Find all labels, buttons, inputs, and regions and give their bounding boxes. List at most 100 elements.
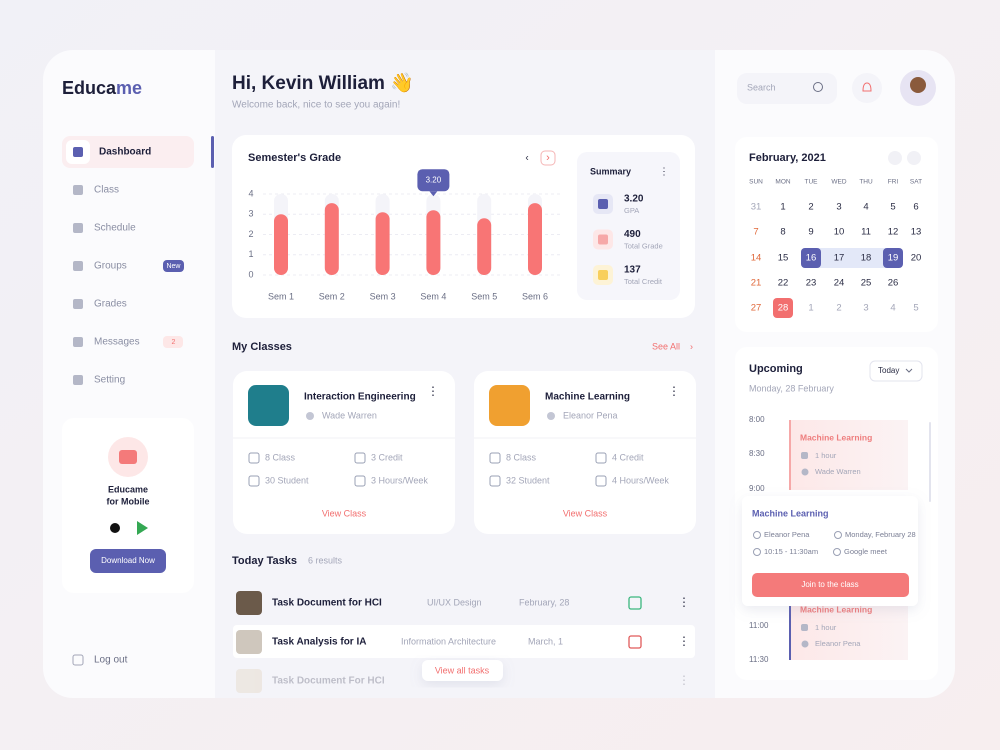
date[interactable]: 5 — [913, 303, 918, 314]
task-thumb — [236, 669, 262, 693]
info-icon — [354, 475, 366, 487]
search-box[interactable] — [737, 73, 837, 104]
date[interactable]: 22 — [778, 278, 789, 289]
dropdown-caret[interactable] — [905, 368, 913, 373]
bell-icon[interactable] — [862, 82, 872, 92]
nav-icon[interactable] — [73, 261, 83, 271]
download-button-label[interactable]: Download Now — [101, 556, 155, 565]
search-placeholder[interactable]: Search — [747, 82, 776, 92]
date[interactable]: 8 — [780, 227, 785, 238]
nav-label[interactable]: Grades — [94, 299, 127, 310]
nav-icon[interactable] — [73, 299, 83, 309]
prev-button[interactable]: ‹ — [525, 153, 528, 164]
search-icon[interactable] — [813, 82, 823, 92]
view-class[interactable]: View Class — [563, 508, 608, 518]
date[interactable]: 17 — [834, 253, 845, 264]
download-button[interactable] — [90, 549, 166, 573]
avatar-face — [910, 77, 926, 93]
date[interactable]: 2 — [808, 202, 813, 213]
next-arrow[interactable]: › — [546, 152, 550, 164]
tooltip-label: 3.20 — [426, 175, 442, 184]
date[interactable]: 4 — [890, 303, 895, 314]
date[interactable]: 31 — [751, 202, 762, 213]
next-button[interactable] — [540, 150, 556, 166]
class-teacher: Eleanor Pena — [563, 410, 618, 420]
class-menu[interactable]: ⋮ — [668, 384, 680, 398]
nav-label[interactable]: Class — [94, 185, 119, 196]
summary-icon — [598, 270, 608, 280]
date[interactable]: 24 — [834, 278, 845, 289]
nav-icon[interactable] — [73, 223, 83, 233]
event-duration: 1 hour — [815, 623, 837, 632]
filter-label[interactable]: Today — [878, 366, 899, 375]
nav-label[interactable]: Setting — [94, 375, 125, 386]
see-all-arrow[interactable]: › — [690, 341, 693, 351]
date[interactable]: 12 — [888, 227, 899, 238]
nav-label[interactable]: Groups — [94, 261, 127, 272]
date[interactable]: 11 — [861, 227, 871, 238]
date[interactable]: 21 — [751, 278, 762, 289]
weekday: SUN — [749, 179, 763, 186]
bell-button[interactable] — [852, 73, 882, 103]
date[interactable]: 7 — [753, 227, 758, 238]
task-menu[interactable]: ⋮ — [678, 634, 690, 648]
date[interactable]: 23 — [806, 278, 817, 289]
date[interactable]: 6 — [913, 202, 918, 213]
class-menu[interactable]: ⋮ — [427, 384, 439, 398]
date[interactable]: 18 — [861, 253, 872, 264]
class-info: 30 Student — [265, 475, 309, 485]
view-class[interactable]: View Class — [322, 508, 367, 518]
filter-dropdown[interactable] — [869, 360, 923, 382]
task-row: Task Document for HCI UI/UX Design Februar… — [236, 591, 690, 615]
date[interactable]: 3 — [863, 303, 868, 314]
date[interactable]: 26 — [888, 278, 899, 289]
logout-icon[interactable] — [72, 654, 84, 666]
time-label: 8:30 — [749, 449, 765, 458]
popup-date: Monday, February 28 — [845, 530, 916, 539]
date[interactable]: 14 — [751, 253, 762, 264]
join-label[interactable]: Join to the class — [801, 580, 858, 589]
nav-icon[interactable] — [73, 185, 83, 195]
info-icon — [595, 452, 607, 464]
date[interactable]: 3 — [836, 202, 841, 213]
nav-label[interactable]: Schedule — [94, 223, 136, 234]
cal-prev[interactable] — [888, 151, 902, 165]
bar — [274, 214, 288, 275]
task-menu[interactable]: ⋮ — [678, 673, 690, 687]
see-all[interactable]: See All — [652, 341, 680, 351]
date[interactable]: 2 — [836, 303, 841, 314]
menu-dots[interactable]: ⋮ — [659, 167, 669, 178]
date[interactable]: 10 — [834, 227, 845, 238]
task-name: Task Analysis for IA — [272, 637, 366, 648]
date[interactable]: 13 — [911, 227, 922, 238]
date[interactable]: 27 — [751, 303, 762, 314]
nav-label[interactable]: Dashboard — [99, 147, 151, 158]
view-all-button[interactable] — [422, 660, 503, 681]
date[interactable]: 1 — [780, 202, 785, 213]
nav-icon[interactable] — [73, 375, 83, 385]
upcoming-title: Upcoming — [749, 363, 803, 375]
task-menu[interactable]: ⋮ — [678, 595, 690, 609]
date[interactable]: 19 — [888, 253, 899, 264]
info-icon — [489, 475, 501, 487]
popup-person: Eleanor Pena — [764, 530, 810, 539]
cal-next[interactable] — [907, 151, 921, 165]
date[interactable]: 4 — [863, 202, 868, 213]
date[interactable]: 16 — [806, 253, 817, 264]
date[interactable]: 28 — [778, 303, 789, 314]
promo-title: Educame — [108, 484, 148, 494]
nav-icon[interactable] — [73, 337, 83, 347]
date[interactable]: 20 — [911, 253, 922, 264]
view-all-label[interactable]: View all tasks — [435, 665, 490, 675]
date[interactable]: 5 — [890, 202, 895, 213]
date[interactable]: 1 — [808, 303, 813, 314]
logout[interactable]: Log out — [94, 655, 128, 666]
date[interactable]: 25 — [861, 278, 872, 289]
nav-active-bg[interactable] — [62, 136, 194, 168]
join-button[interactable] — [752, 573, 909, 597]
nav-label[interactable]: Messages — [94, 337, 140, 348]
date[interactable]: 15 — [778, 253, 789, 264]
nav-icon[interactable] — [73, 147, 83, 157]
date[interactable]: 9 — [808, 227, 813, 238]
